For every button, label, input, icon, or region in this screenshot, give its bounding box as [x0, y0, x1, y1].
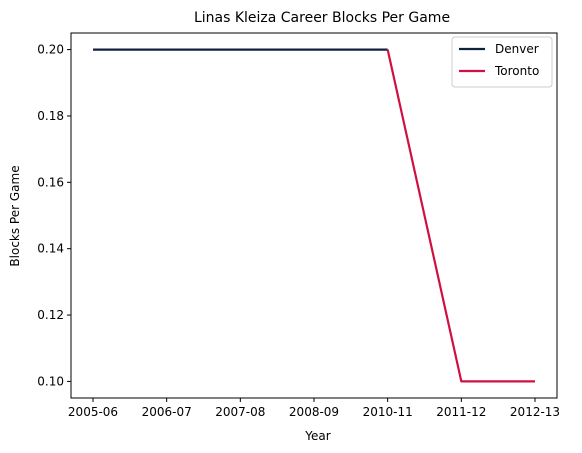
- y-tick-label: 0.14: [37, 242, 64, 256]
- series-line-toronto: [386, 49, 535, 383]
- x-axis-label: Year: [304, 429, 330, 443]
- series-layer: [93, 48, 535, 383]
- x-tick-label: 2008-09: [289, 405, 339, 419]
- x-tick-label: 2007-08: [215, 405, 265, 419]
- x-tick-label: 2006-07: [142, 405, 192, 419]
- legend-label-toronto: Toronto: [494, 64, 539, 78]
- plot-area: [71, 33, 557, 398]
- y-tick-label: 0.16: [37, 175, 64, 189]
- x-tick-label: 2011-12: [436, 405, 486, 419]
- x-axis: 2005-06 2006-07 2007-08 2008-09 2010-11 2011-…: [68, 398, 560, 419]
- chart-title: Linas Kleiza Career Blocks Per Game: [194, 10, 450, 26]
- legend-label-denver: Denver: [495, 42, 539, 56]
- x-tick-label: 2010-11: [363, 405, 413, 419]
- y-axis: 0.10 0.12 0.14 0.16 0.18 0.20: [37, 43, 71, 388]
- y-axis-label: Blocks Per Game: [8, 165, 22, 266]
- x-tick-label: 2012-13: [510, 405, 560, 419]
- y-tick-label: 0.12: [37, 308, 64, 322]
- y-tick-label: 0.10: [37, 374, 64, 388]
- x-tick-label: 2005-06: [68, 405, 118, 419]
- y-tick-label: 0.18: [37, 109, 64, 123]
- legend: Denver Toronto: [451, 36, 553, 88]
- y-tick-label: 0.20: [37, 43, 64, 57]
